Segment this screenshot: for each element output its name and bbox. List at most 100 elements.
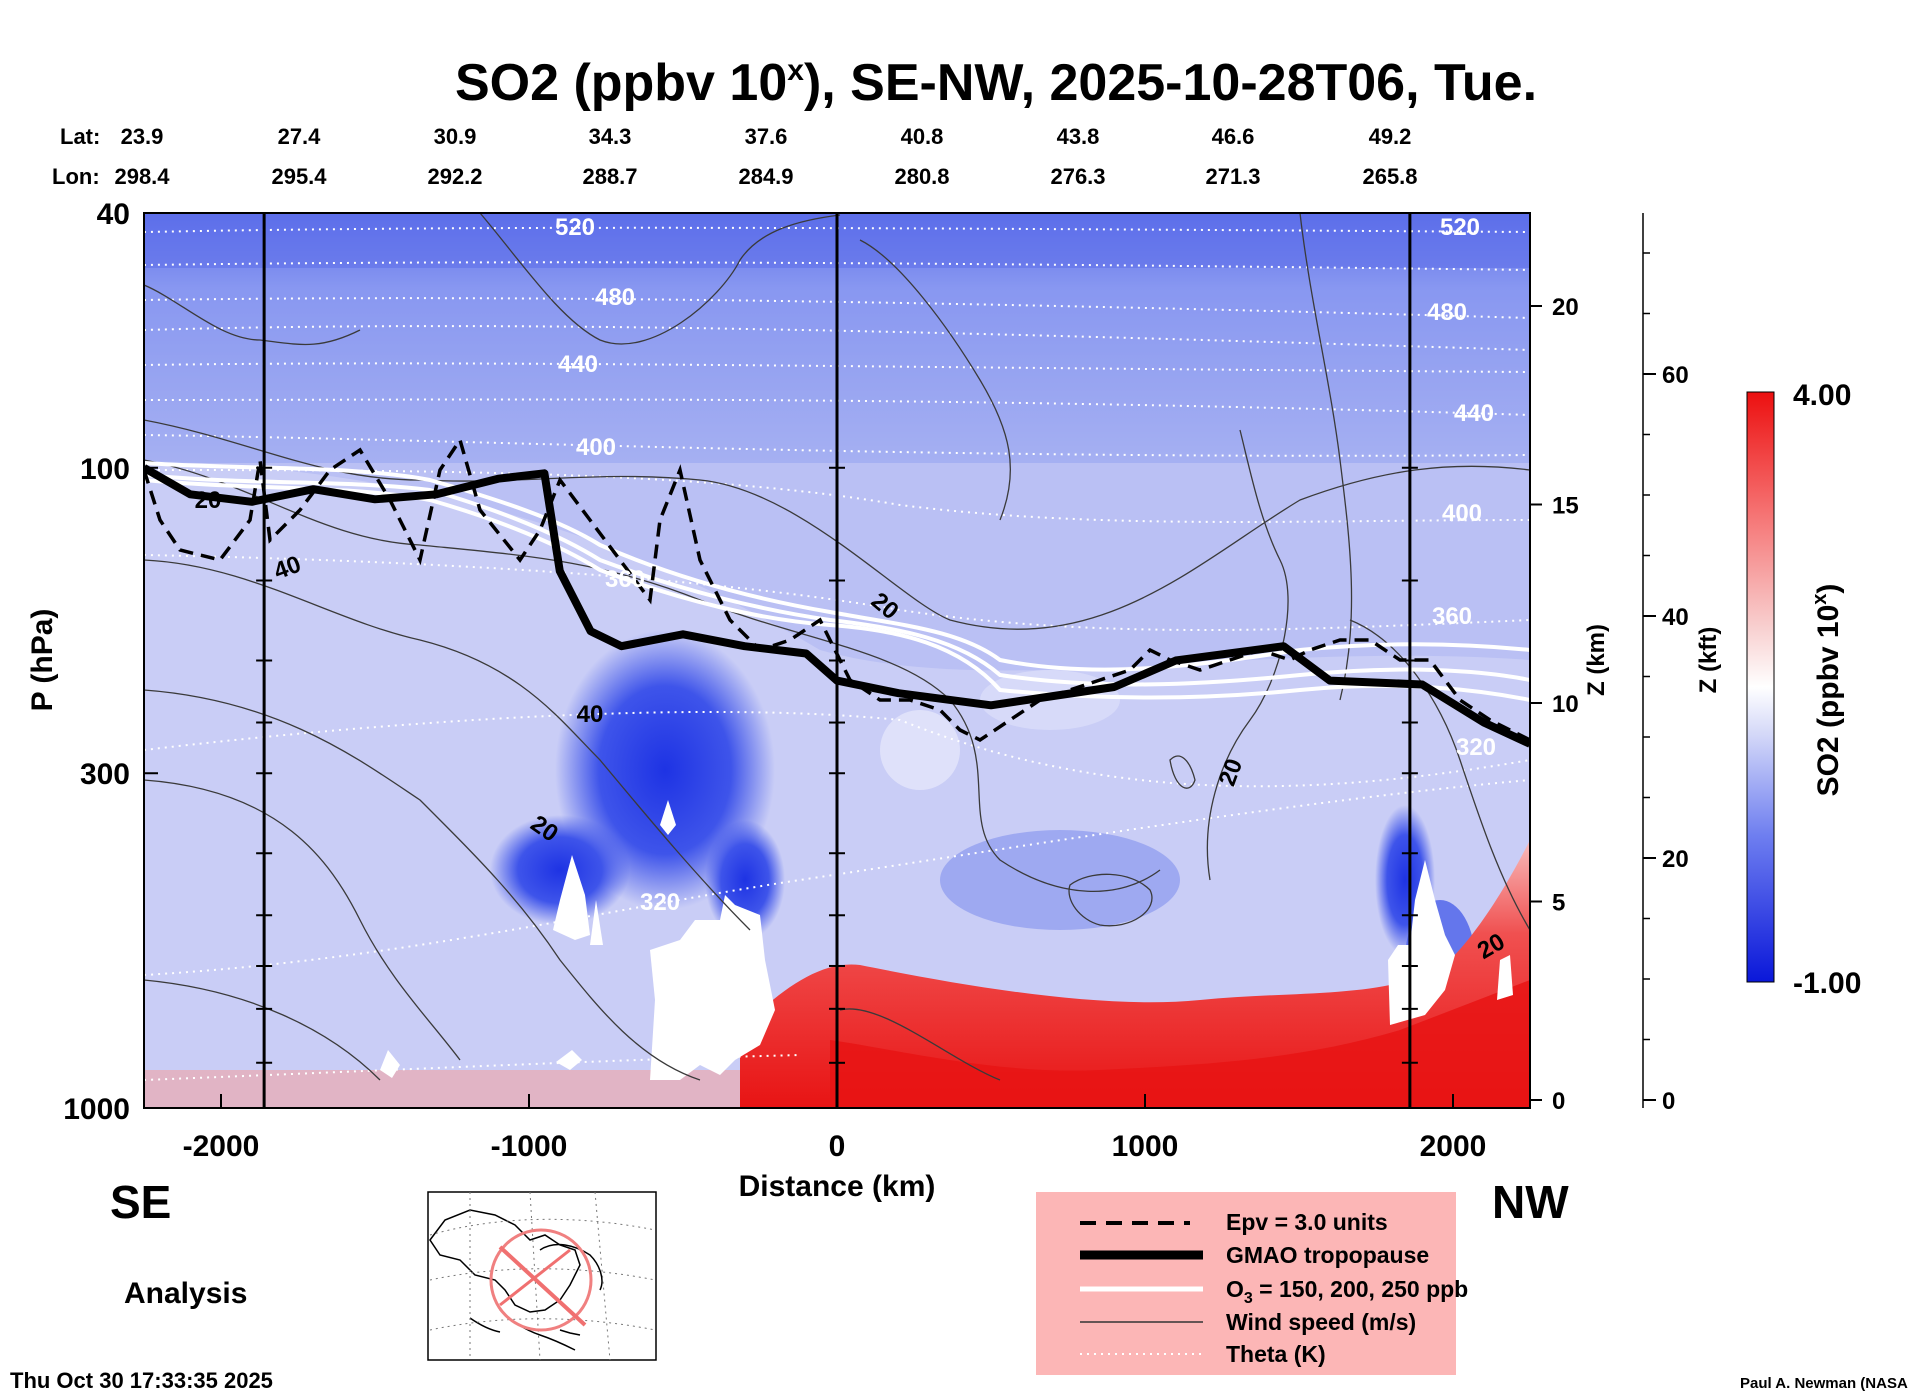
lon-value: 265.8 bbox=[1362, 164, 1417, 189]
wind-label: 20 bbox=[195, 487, 222, 514]
p-tick-label: 1000 bbox=[63, 1093, 130, 1126]
section-path-cross bbox=[499, 1248, 571, 1307]
theta-line bbox=[144, 779, 1530, 976]
o3-line bbox=[144, 478, 1530, 702]
wind-label: 40 bbox=[577, 701, 604, 728]
lon-value: 271.3 bbox=[1205, 164, 1260, 189]
x-tick-label: -1000 bbox=[491, 1130, 568, 1163]
colorbar-title: SO2 (ppbv 10x) bbox=[1809, 584, 1845, 797]
wind-line bbox=[144, 284, 361, 346]
o3-isolines bbox=[144, 461, 1530, 702]
z-km-tick-label: 20 bbox=[1552, 294, 1579, 321]
z-km-tick-label: 15 bbox=[1552, 493, 1579, 520]
wind-line bbox=[1299, 213, 1353, 701]
z-kft-axis: 0 20 40 60 bbox=[1642, 213, 1689, 1115]
z-kft-tick-label: 40 bbox=[1662, 604, 1689, 631]
distance-axis: -2000 -1000 0 1000 2000 bbox=[183, 1094, 1487, 1163]
z-km-tick-label: 0 bbox=[1552, 1088, 1565, 1115]
o3-line bbox=[144, 461, 1530, 672]
theta-line bbox=[144, 554, 1530, 631]
x-axis-title: Distance (km) bbox=[739, 1170, 936, 1203]
lon-value: 292.2 bbox=[427, 164, 482, 189]
lon-value: 276.3 bbox=[1050, 164, 1105, 189]
colorbar-min-label: -1.00 bbox=[1793, 967, 1861, 1000]
credit: Paul A. Newman (NASA bbox=[1740, 1375, 1908, 1392]
lat-value: 34.3 bbox=[589, 124, 632, 149]
wind-line bbox=[859, 239, 1011, 521]
theta-label: 480 bbox=[595, 284, 635, 311]
lat-value: 40.8 bbox=[901, 124, 944, 149]
nw-label: NW bbox=[1492, 1176, 1569, 1228]
lat-value: 43.8 bbox=[1057, 124, 1100, 149]
tropopause-line bbox=[144, 464, 1530, 748]
theta-contours bbox=[144, 226, 1530, 1081]
lat-values: 23.9 27.4 30.9 34.3 37.6 40.8 43.8 46.6 49.2 bbox=[121, 124, 1412, 149]
theta-labels: 520 480 440 400 360 320 520 480 440 400 360 320 bbox=[555, 214, 1496, 916]
z-kft-axis-title: Z (kft) bbox=[1695, 627, 1722, 694]
wind-line bbox=[1349, 619, 1530, 931]
legend-epv-label: Epv = 3.0 units bbox=[1226, 1209, 1388, 1235]
theta-line bbox=[144, 1054, 801, 1081]
lon-header-label: Lon: bbox=[52, 164, 100, 189]
wind-line bbox=[144, 559, 751, 931]
theta-label: 520 bbox=[555, 214, 595, 241]
colorbar-max-label: 4.00 bbox=[1793, 379, 1851, 412]
theta-label: 360 bbox=[1432, 603, 1472, 630]
y-axis-title: P (hPa) bbox=[26, 609, 59, 712]
analysis-label: Analysis bbox=[124, 1277, 247, 1310]
se-label: SE bbox=[110, 1176, 171, 1228]
z-kft-tick-label: 60 bbox=[1662, 362, 1689, 389]
legend: Epv = 3.0 units GMAO tropopause O3 = 150… bbox=[1036, 1192, 1468, 1375]
lat-value: 49.2 bbox=[1369, 124, 1412, 149]
p-tick-label: 100 bbox=[80, 453, 130, 486]
lat-header-label: Lat: bbox=[60, 124, 100, 149]
wind-line bbox=[144, 979, 381, 1081]
wind-line bbox=[839, 1008, 1001, 1081]
z-kft-tick-label: 20 bbox=[1662, 846, 1689, 873]
lat-value: 30.9 bbox=[434, 124, 477, 149]
theta-label: 440 bbox=[558, 351, 598, 378]
wind-line bbox=[144, 689, 701, 1081]
theta-line bbox=[144, 469, 1530, 523]
z-km-tick-label: 5 bbox=[1552, 890, 1565, 917]
x-tick-label: 2000 bbox=[1420, 1130, 1487, 1163]
x-tick-label: -2000 bbox=[183, 1130, 260, 1163]
x-tick-label: 0 bbox=[829, 1130, 846, 1163]
wind-line bbox=[144, 459, 1161, 892]
lon-value: 295.4 bbox=[271, 164, 327, 189]
section-path bbox=[498, 1245, 587, 1327]
theta-label: 320 bbox=[640, 889, 680, 916]
theta-label: 360 bbox=[605, 566, 645, 593]
z-km-tick-label: 10 bbox=[1552, 691, 1579, 718]
wind-line bbox=[144, 779, 461, 1061]
chart-title: SO2 (ppbv 10x), SE-NW, 2025-10-28T06, Tu… bbox=[455, 54, 1537, 112]
theta-label: 520 bbox=[1440, 214, 1480, 241]
p-tick-label: 300 bbox=[80, 758, 130, 791]
wind-line bbox=[1169, 755, 1196, 789]
z-kft-tick-label: 0 bbox=[1662, 1088, 1675, 1115]
legend-tropopause-label: GMAO tropopause bbox=[1226, 1242, 1429, 1268]
theta-label: 320 bbox=[1456, 734, 1496, 761]
lat-value: 23.9 bbox=[121, 124, 164, 149]
inset-map bbox=[427, 1191, 657, 1361]
lat-value: 27.4 bbox=[278, 124, 322, 149]
lat-value: 37.6 bbox=[745, 124, 788, 149]
theta-label: 440 bbox=[1454, 400, 1494, 427]
theta-label: 480 bbox=[1427, 299, 1467, 326]
theta-label: 400 bbox=[576, 434, 616, 461]
lon-values: 298.4 295.4 292.2 288.7 284.9 280.8 276.3 271.3… bbox=[114, 164, 1417, 189]
wind-contours bbox=[144, 213, 1530, 1081]
theta-line bbox=[144, 710, 1530, 788]
pressure-axis: 40 100 300 1000 bbox=[63, 198, 158, 1126]
wind-line bbox=[144, 419, 1530, 630]
wind-line bbox=[479, 213, 841, 345]
x-tick-label: 1000 bbox=[1112, 1130, 1179, 1163]
lon-value: 288.7 bbox=[582, 164, 637, 189]
vertical-markers bbox=[256, 213, 1418, 1108]
lon-value: 280.8 bbox=[894, 164, 949, 189]
lon-value: 284.9 bbox=[738, 164, 793, 189]
legend-o3-label: O3 = 150, 200, 250 ppb bbox=[1226, 1276, 1468, 1307]
timestamp: Thu Oct 30 17:33:35 2025 bbox=[10, 1368, 273, 1393]
